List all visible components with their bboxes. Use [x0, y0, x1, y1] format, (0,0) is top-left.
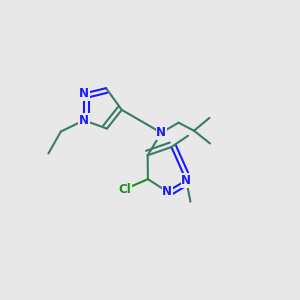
- Text: Cl: Cl: [118, 183, 131, 196]
- Text: N: N: [79, 114, 89, 127]
- Text: N: N: [156, 126, 166, 139]
- Text: N: N: [162, 185, 172, 198]
- Text: N: N: [79, 87, 89, 100]
- Text: N: N: [181, 174, 191, 187]
